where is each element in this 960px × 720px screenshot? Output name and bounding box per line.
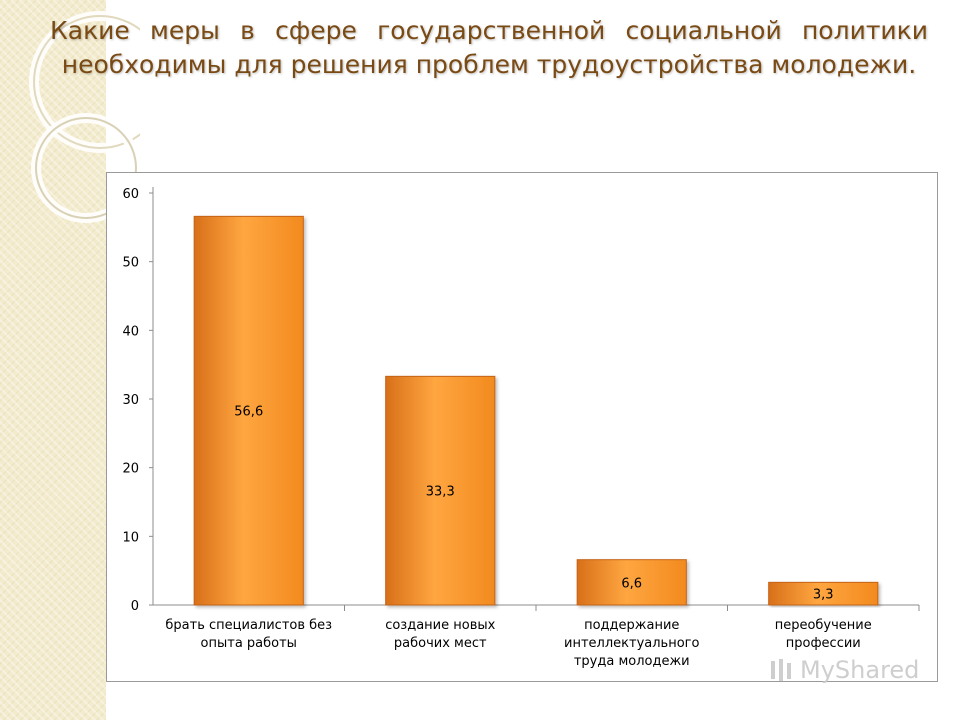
y-tick-label: 0 — [131, 599, 139, 614]
x-category-label-line: труда молодежи — [574, 654, 690, 669]
x-category-label-line: профессии — [786, 636, 861, 651]
y-tick-label: 30 — [122, 393, 139, 408]
watermark-text: MyShared — [800, 656, 920, 684]
x-category-label: поддержание интеллектуального труда молоде… — [564, 618, 699, 669]
x-category-label: создание новых рабочих мест — [385, 618, 495, 651]
watermark-logo: MyShared — [768, 656, 919, 684]
x-category-label: переобучение профессии — [775, 618, 872, 651]
watermark-icon — [771, 659, 791, 681]
data-label: 33,3 — [426, 485, 455, 500]
bar — [576, 559, 687, 606]
bar-chart: 0 10 20 30 40 50 60 56,6 брать специалистов без о… — [122, 187, 920, 669]
slide-title: Какие меры в сфере государственной социа… — [50, 16, 928, 79]
y-tick-label: 40 — [122, 324, 139, 339]
decorative-circles — [29, 11, 140, 223]
bar — [768, 581, 879, 606]
x-category-label-line: интеллектуального — [564, 636, 699, 651]
data-label: 3,3 — [813, 588, 834, 603]
chart-frame: 0 10 20 30 40 50 60 56,6 брать специалистов без о… — [106, 172, 938, 682]
x-category-label-line: переобучение — [775, 618, 872, 633]
x-category-label-line: брать специалистов без — [165, 618, 332, 633]
bar — [193, 215, 304, 606]
bar — [385, 375, 496, 606]
decorative-ring-large-outline — [33, 15, 140, 149]
y-tick-label: 10 — [122, 530, 139, 545]
x-category-label-line: поддержание — [584, 618, 679, 633]
x-category-label-line: опыта работы — [201, 636, 297, 651]
x-category-label-line: создание новых — [385, 618, 495, 633]
x-category-label: брать специалистов без опыта работы — [165, 618, 332, 651]
decorative-ring-small-outline — [35, 117, 137, 219]
y-tick-label: 60 — [122, 187, 139, 202]
data-label: 6,6 — [621, 576, 642, 591]
x-category-label-line: рабочих мест — [394, 636, 487, 651]
y-tick-label: 20 — [122, 462, 139, 477]
data-label: 56,6 — [234, 405, 263, 420]
y-tick-label: 50 — [122, 256, 139, 271]
